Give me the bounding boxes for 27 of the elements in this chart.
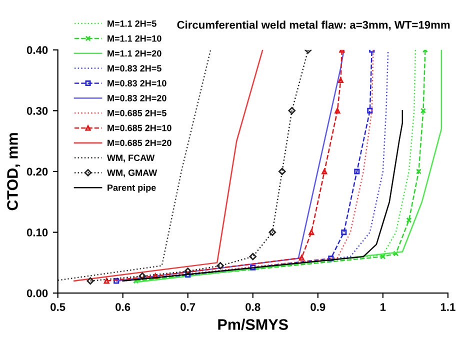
y-tick-label: 0.20 bbox=[26, 168, 48, 176]
x-tick-label: 0.7 bbox=[180, 303, 196, 311]
y-tick-label: 0.10 bbox=[26, 228, 48, 236]
x-tick-label: 1 bbox=[380, 303, 386, 311]
x-tick-label: 0.5 bbox=[50, 303, 66, 311]
legend-label: M=0.83 2H=20 bbox=[108, 94, 166, 102]
legend-label: Parent pipe bbox=[108, 184, 156, 193]
y-tick-label: 0.30 bbox=[26, 106, 48, 115]
legend-label: M=0.685 2H=5 bbox=[108, 110, 166, 116]
x-tick-label: 0.6 bbox=[116, 303, 130, 311]
legend-label: M=1.1 2H=10 bbox=[108, 35, 162, 42]
legend-label: M=0.685 2H=10 bbox=[108, 124, 172, 132]
legend-label: M=0.83 2H=10 bbox=[108, 80, 166, 86]
y-tick-label: 0.00 bbox=[26, 289, 48, 298]
legend-label: M=0.685 2H=20 bbox=[108, 140, 172, 146]
x-axis-title: Pm/SMYS bbox=[218, 318, 288, 330]
legend-label: M=1.1 2H=5 bbox=[108, 20, 156, 27]
y-axis-title: CTOD, mm bbox=[7, 133, 20, 210]
chart-title: Circumferential weld metal flaw: a=3mm, WT=19mm bbox=[177, 20, 450, 30]
legend-label: M=1.1 2H=20 bbox=[108, 50, 162, 57]
y-tick-label: 0.40 bbox=[26, 46, 48, 54]
x-tick-label: 1.1 bbox=[440, 303, 456, 311]
legend-label: WM, FCAW bbox=[106, 154, 155, 162]
x-tick-label: 0.9 bbox=[310, 303, 326, 311]
x-tick-label: 0.8 bbox=[246, 303, 260, 311]
legend-label: WM, GMAW bbox=[106, 170, 158, 178]
legend-label: M=0.83 2H=5 bbox=[108, 65, 162, 72]
